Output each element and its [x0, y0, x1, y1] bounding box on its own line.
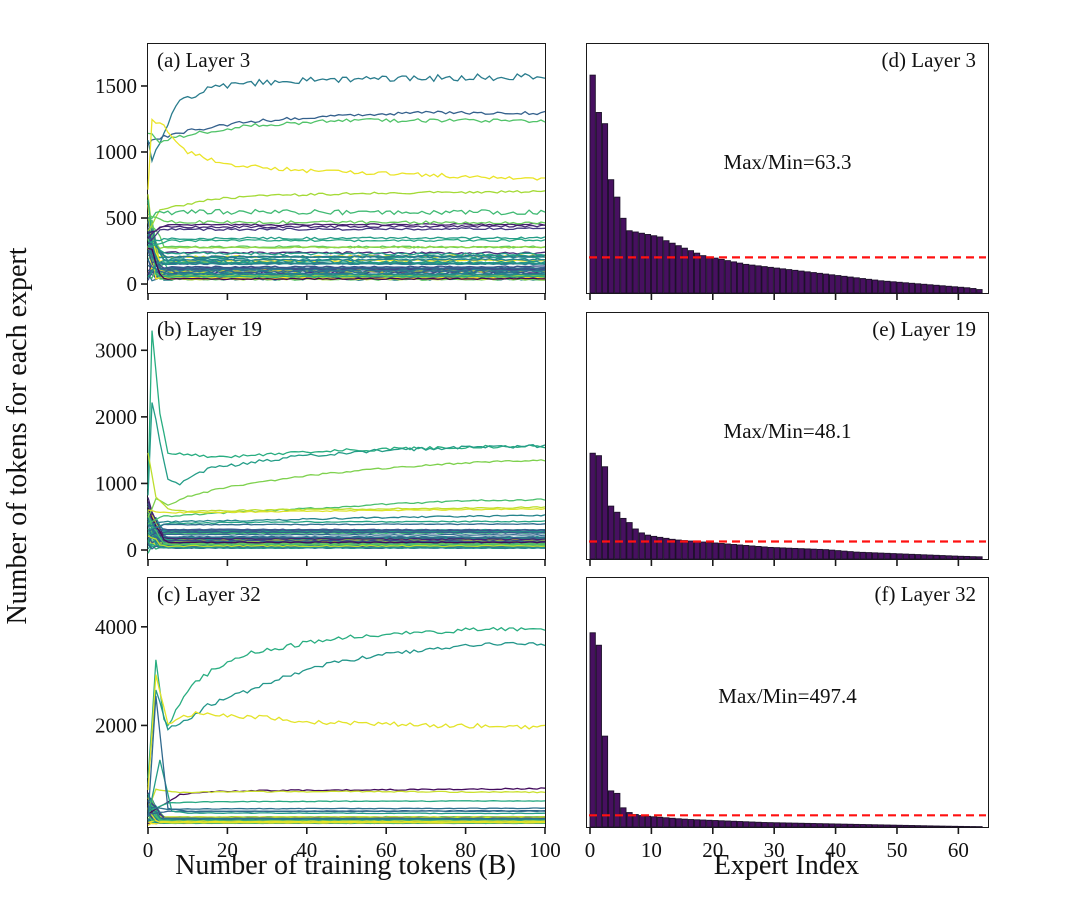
panel-d-layer3-bars: (d) Layer 3 Max/Min=63.3 [586, 43, 989, 300]
svg-text:0: 0 [143, 838, 154, 862]
svg-text:1000: 1000 [95, 471, 137, 495]
y-axis-label: Number of tokens for each expert [2, 247, 33, 625]
panel-e-annotation: Max/Min=48.1 [723, 419, 852, 443]
panel-c-label: (c) Layer 32 [157, 582, 261, 606]
svg-text:1000: 1000 [95, 140, 137, 164]
svg-text:0: 0 [127, 272, 138, 296]
svg-text:60: 60 [376, 838, 397, 862]
svg-text:500: 500 [106, 206, 138, 230]
svg-text:1500: 1500 [95, 74, 137, 98]
svg-text:4000: 4000 [95, 615, 137, 639]
svg-text:2000: 2000 [95, 405, 137, 429]
svg-text:30: 30 [764, 838, 785, 862]
x-axis-label-training-tokens: Number of training tokens (B) [175, 850, 516, 881]
panel-b-layer19-lines: 0 1000 2000 3000 (b) Layer 19 [95, 312, 546, 566]
svg-text:50: 50 [886, 838, 907, 862]
x-axis-label-expert-index: Expert Index [713, 850, 860, 881]
panel-c-layer32-lines: 0 20 40 60 80 100 2000 4000 (c) Layer 32 [95, 577, 561, 862]
panel-d-plot [589, 74, 986, 300]
panel-d-label: (d) Layer 3 [881, 48, 976, 72]
svg-text:100: 100 [529, 838, 561, 862]
svg-text:80: 80 [455, 838, 476, 862]
panel-d-annotation: Max/Min=63.3 [723, 150, 852, 174]
svg-text:0: 0 [127, 538, 138, 562]
svg-text:3000: 3000 [95, 338, 137, 362]
panel-f-layer32-bars: 0 10 20 30 40 50 60 (f) Layer 32 Max/Min=497.4 [585, 577, 989, 862]
panel-a-layer3-lines: 0 500 1000 1500 (a) Layer 3 [95, 43, 546, 300]
svg-text:40: 40 [296, 838, 317, 862]
panel-b-plot: 0 1000 2000 3000 [95, 330, 546, 566]
panel-a-plot: 0 500 1000 1500 [95, 73, 546, 300]
panel-e-plot [589, 452, 986, 566]
svg-text:10: 10 [641, 838, 662, 862]
panel-a-label: (a) Layer 3 [157, 48, 251, 72]
panel-f-label: (f) Layer 32 [874, 582, 976, 606]
panel-e-label: (e) Layer 19 [872, 317, 976, 341]
svg-text:60: 60 [948, 838, 969, 862]
svg-text:2000: 2000 [95, 713, 137, 737]
panel-f-annotation: Max/Min=497.4 [718, 684, 857, 708]
svg-text:40: 40 [825, 838, 846, 862]
panel-f-plot: 0 10 20 30 40 50 60 [585, 632, 986, 862]
panel-b-label: (b) Layer 19 [157, 317, 262, 341]
panel-e-layer19-bars: (e) Layer 19 Max/Min=48.1 [586, 312, 989, 566]
svg-text:0: 0 [585, 838, 596, 862]
svg-text:20: 20 [702, 838, 723, 862]
svg-text:20: 20 [217, 838, 238, 862]
panel-c-plot: 0 20 40 60 80 100 2000 4000 [95, 615, 561, 862]
